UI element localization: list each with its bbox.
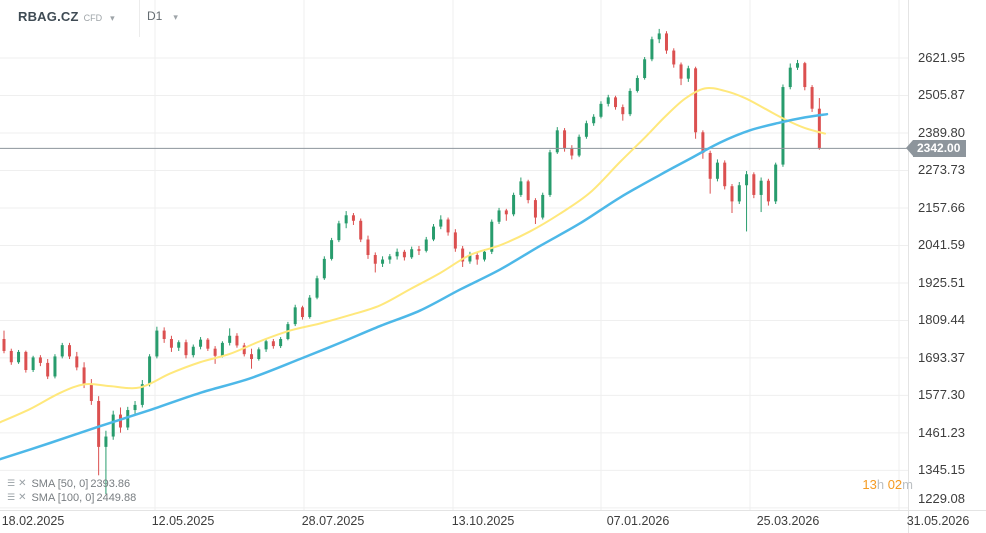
indicator-name: SMA [100, 0]: [31, 491, 95, 504]
current-price-tag: 2342.00: [905, 139, 967, 157]
price-tick-label: 1345.15: [918, 462, 965, 478]
indicator-settings-icon[interactable]: ☰: [7, 492, 16, 502]
timer-hours: 13: [862, 477, 877, 492]
indicator-value: 2393.86: [90, 477, 131, 490]
price-tick-label: 2273.73: [918, 162, 965, 178]
date-tick-label: 31.05.2026: [906, 514, 970, 528]
indicator-name: SMA [50, 0]: [31, 477, 89, 490]
timeframe-label: D1: [147, 9, 163, 23]
indicator-remove-icon[interactable]: ✕: [18, 492, 27, 503]
price-tick-label: 1693.37: [918, 349, 965, 365]
timer-hours-unit: h: [876, 477, 885, 492]
instrument-header[interactable]: RBAG.CZ CFD ▾: [18, 9, 115, 24]
price-tick-label: 2621.95: [918, 50, 965, 65]
price-tick-label: 1925.51: [918, 274, 965, 290]
session-countdown-timer: 13h 02m: [862, 477, 913, 492]
price-tick-label: 2389.80: [918, 124, 965, 140]
date-tick-label: 28.07.2025: [301, 514, 365, 528]
candles-layer: [2, 28, 821, 495]
price-tick-label: 1809.44: [918, 312, 965, 328]
indicator-remove-icon[interactable]: ✕: [18, 478, 27, 489]
date-tick-label: 18.02.2025: [1, 514, 65, 528]
date-tick-label: 07.01.2026: [606, 514, 670, 528]
price-tick-label: 1461.23: [918, 424, 965, 440]
sma100-line: [0, 112, 829, 461]
chevron-down-icon[interactable]: ▾: [110, 13, 115, 23]
symbol-name: RBAG.CZ: [18, 9, 79, 24]
price-tick-label: 1229.08: [918, 491, 965, 506]
price-tick-label: 2157.66: [918, 199, 965, 215]
price-tick-label: 2041.59: [918, 237, 965, 253]
date-tick-label: 13.10.2025: [451, 514, 515, 528]
timer-minutes-unit: m: [902, 477, 913, 492]
sma50-line: [0, 86, 826, 424]
timeframe-selector[interactable]: D1 ▾: [147, 9, 178, 23]
indicator-legend-sma100: ☰ ✕ SMA [100, 0] 2449.88: [7, 491, 136, 504]
chevron-down-icon[interactable]: ▾: [173, 12, 178, 22]
indicator-settings-icon[interactable]: ☰: [7, 478, 16, 488]
date-tick-label: 25.03.2026: [756, 514, 820, 528]
instrument-type-badge: CFD: [83, 13, 103, 23]
indicator-legend-sma50: ☰ ✕ SMA [50, 0] 2393.86: [7, 477, 130, 490]
price-tick-label: 1577.30: [918, 387, 965, 403]
header-divider: [139, 0, 140, 37]
price-tick-label: 2505.87: [918, 87, 965, 103]
timer-minutes: 02: [887, 477, 903, 492]
indicator-value: 2449.88: [96, 491, 137, 504]
date-tick-label: 12.05.2025: [151, 514, 215, 528]
